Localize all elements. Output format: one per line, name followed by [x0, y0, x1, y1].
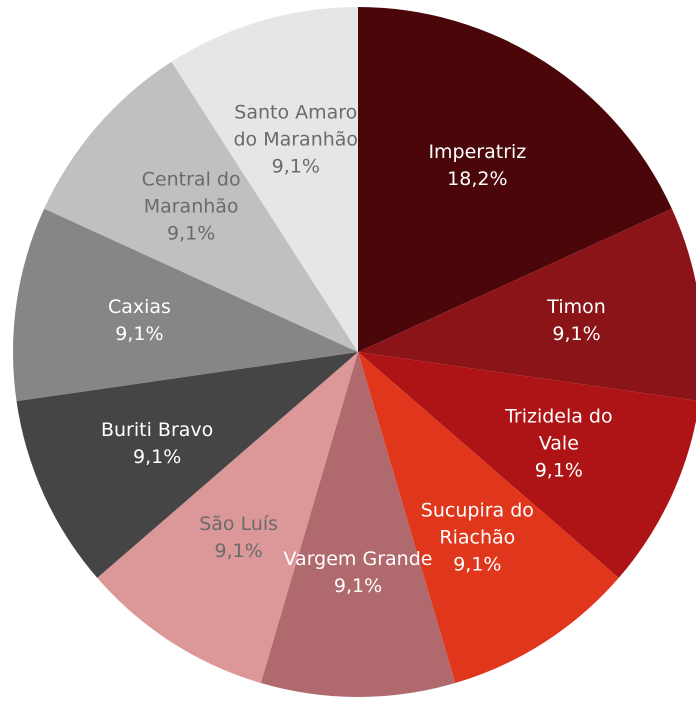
value-label: 9,1% — [214, 539, 263, 562]
slice — [358, 7, 672, 352]
value-label: 9,1% — [133, 445, 182, 468]
slice — [12, 208, 358, 402]
category-name: Sucupira do Riachão — [420, 499, 534, 549]
category-name: Imperatriz — [428, 141, 527, 164]
slice-label: Trizidela do Vale 9,1% — [484, 403, 634, 484]
slice — [171, 7, 358, 352]
slice-label: Imperatriz 18,2% — [402, 139, 552, 193]
slice — [44, 61, 358, 353]
category-name: Timon — [547, 295, 606, 318]
category-name: Central do Maranhão — [141, 168, 241, 218]
value-label: 9,1% — [333, 574, 383, 597]
slice — [97, 352, 359, 684]
slice-label: Caxias 9,1% — [64, 294, 214, 348]
value-label: 9,1% — [534, 459, 583, 482]
slice-label: São Luís 9,1% — [164, 511, 314, 565]
slice — [260, 352, 456, 697]
value-label: 9,1% — [115, 322, 164, 345]
category-name: Santo Amaro do Maranhão — [233, 101, 359, 151]
value-label: 9,1% — [552, 322, 601, 345]
value-label: 9,1% — [271, 155, 320, 178]
slice — [358, 352, 619, 684]
slice-label: Sucupira do Riachão 9,1% — [402, 497, 552, 578]
category-name: Trizidela do Vale — [505, 405, 613, 455]
slice — [358, 352, 696, 578]
slice-label: Santo Amaro do Maranhão 9,1% — [221, 100, 371, 181]
slice — [16, 352, 359, 578]
value-label: 9,1% — [453, 553, 502, 576]
category-name: Caxias — [107, 295, 171, 318]
slice-label: Buriti Bravo 9,1% — [82, 417, 232, 471]
value-label: 9,1% — [166, 222, 216, 245]
category-name: São Luís — [199, 512, 279, 535]
slice — [358, 208, 696, 401]
slice-label: Vargem Grande 9,1% — [283, 546, 433, 600]
slice-label: Central do Maranhão 9,1% — [116, 167, 266, 248]
slice-label: Timon 9,1% — [502, 294, 652, 348]
category-name: Buriti Bravo — [100, 418, 214, 441]
category-name: Vargem Grande — [283, 547, 433, 570]
value-label: 18,2% — [447, 168, 508, 191]
